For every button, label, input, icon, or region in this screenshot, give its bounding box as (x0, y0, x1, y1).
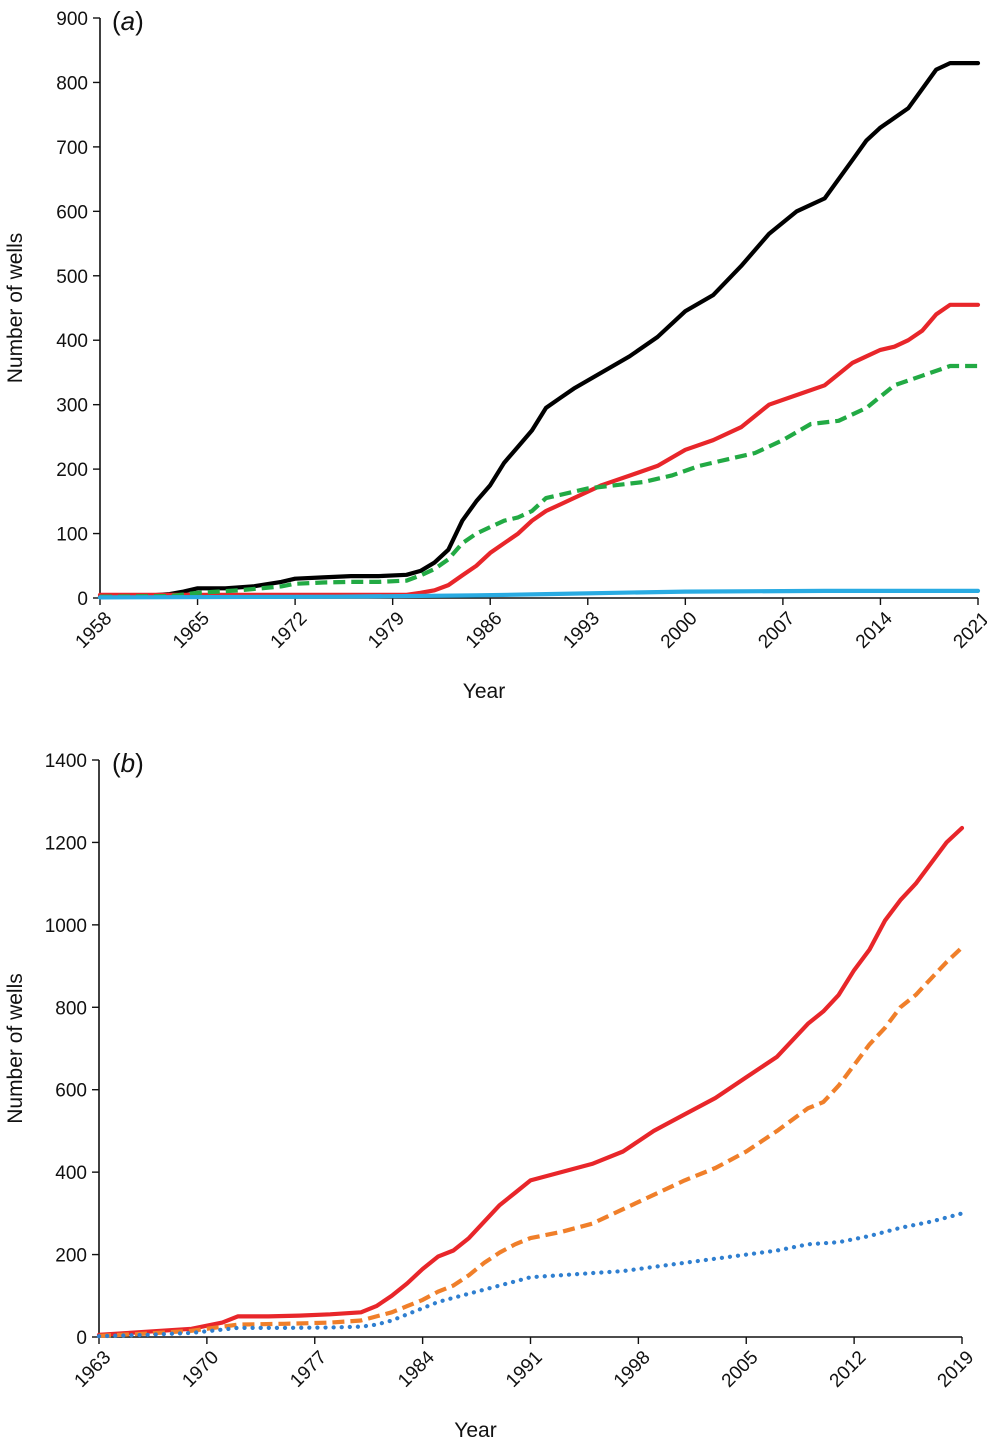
x-tick-label: 1986 (462, 608, 507, 653)
series-line-2 (97, 302, 981, 597)
x-axis-title: Year (463, 680, 505, 703)
x-tick-label: 1958 (72, 608, 117, 653)
series-line-4 (97, 588, 981, 600)
y-tick-label: 400 (56, 331, 88, 352)
y-axis-title: Number of wells (4, 973, 27, 1124)
panel-label-close-paren: ) (135, 748, 144, 778)
x-tick-label: 2019 (934, 1347, 979, 1392)
series-line-2 (98, 945, 964, 1338)
panel-b-chart: 0 200 400 600 800 1000 1200 1400 1963 1970 1977 198… (4, 748, 978, 1442)
y-tick-label: 100 (56, 525, 88, 546)
x-tick-label: 1963 (71, 1347, 116, 1392)
y-tick-label: 500 (56, 267, 88, 288)
x-tick-label: 1984 (394, 1347, 439, 1392)
panel-label-open-paren: ( (112, 748, 121, 778)
y-tick-label: 300 (56, 396, 88, 417)
x-tick-label: 2021 (950, 608, 987, 653)
y-tick-label: 0 (76, 1328, 87, 1349)
x-tick-label: 1979 (364, 608, 409, 653)
x-tick-label: 2000 (657, 608, 702, 653)
x-tick-label: 2007 (754, 608, 799, 653)
series-line-1 (96, 825, 965, 1338)
panel-label-open-paren: ( (112, 6, 121, 36)
x-axis-title: Year (454, 1419, 496, 1442)
y-tick-label: 400 (55, 1163, 87, 1184)
y-tick-label: 200 (56, 460, 88, 481)
x-tick-label: 1970 (178, 1347, 223, 1392)
series-line-1 (97, 60, 981, 599)
x-tick-label: 1993 (559, 608, 604, 653)
panel-label-letter: a (121, 6, 135, 36)
y-tick-label: 1200 (45, 833, 87, 854)
series-line-3 (96, 1211, 965, 1339)
y-tick-label: 1400 (45, 751, 87, 772)
y-axis-title: Number of wells (4, 233, 27, 384)
y-tick-label: 900 (56, 9, 88, 30)
y-tick-label: 600 (56, 202, 88, 223)
y-tick-label: 0 (77, 589, 88, 610)
x-tick-label: 2005 (718, 1347, 763, 1392)
y-tick-label: 1000 (45, 916, 87, 937)
x-tick-label: 1972 (267, 608, 312, 653)
x-tick-label: 2014 (852, 608, 897, 653)
panel-label-letter: b (121, 748, 135, 778)
panel-label: (b) (112, 748, 144, 778)
panel-label-close-paren: ) (135, 6, 144, 36)
series-line-3 (99, 363, 978, 599)
x-tick-label: 1998 (610, 1347, 655, 1392)
y-tick-label: 800 (56, 73, 88, 94)
y-tick-label: 600 (55, 1081, 87, 1102)
x-tick-label: 1965 (169, 608, 214, 653)
panel-label: (a) (112, 6, 144, 36)
y-tick-label: 200 (55, 1246, 87, 1267)
x-tick-label: 1977 (286, 1347, 331, 1392)
x-tick-label: 1991 (502, 1347, 547, 1392)
y-tick-label: 700 (56, 138, 88, 159)
panel-a-chart: 0 100 200 300 400 500 600 700 800 900 1958 1965 1972… (4, 6, 987, 703)
y-tick-label: 800 (55, 998, 87, 1019)
x-tick-label: 2012 (826, 1347, 871, 1392)
